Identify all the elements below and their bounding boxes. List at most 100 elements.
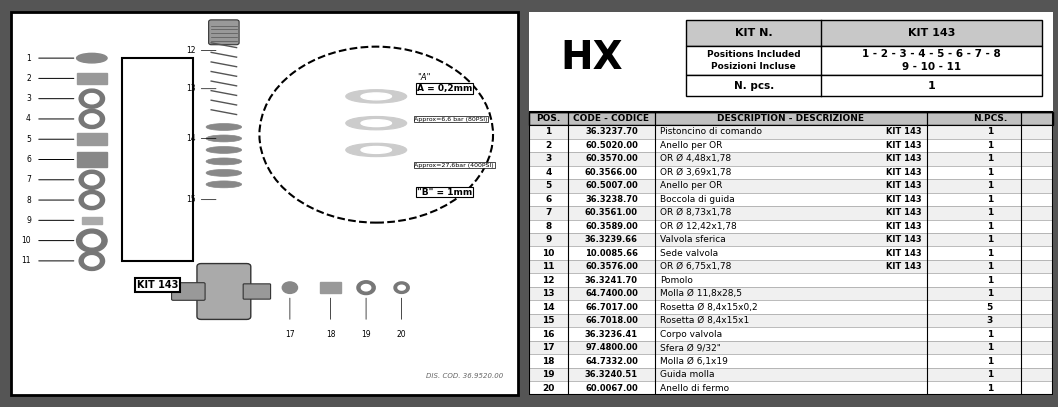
Text: 60.3561.00: 60.3561.00: [585, 208, 638, 217]
Bar: [687, 75, 1042, 96]
Text: 17: 17: [285, 330, 295, 339]
FancyBboxPatch shape: [123, 58, 194, 261]
Text: 1: 1: [987, 330, 993, 339]
Text: Anello per OR: Anello per OR: [660, 182, 723, 190]
Text: 1: 1: [987, 168, 993, 177]
Bar: [529, 341, 1053, 354]
Bar: [687, 46, 1042, 75]
Text: OR Ø 6,75x1,78: OR Ø 6,75x1,78: [660, 262, 731, 271]
Text: KIT 143: KIT 143: [887, 208, 922, 217]
Bar: [529, 300, 1053, 314]
Text: 14: 14: [186, 134, 196, 143]
Text: Valvola sferica: Valvola sferica: [660, 235, 726, 244]
Ellipse shape: [206, 169, 241, 176]
Text: 11: 11: [21, 256, 31, 265]
Text: 13: 13: [543, 289, 554, 298]
Text: Rosetta Ø 8,4x15x1: Rosetta Ø 8,4x15x1: [660, 316, 749, 325]
Text: KIT 143: KIT 143: [887, 154, 922, 163]
Text: 5: 5: [26, 135, 31, 144]
Text: Anello per OR: Anello per OR: [660, 141, 723, 150]
Bar: [529, 354, 1053, 368]
Text: 60.0067.00: 60.0067.00: [585, 383, 638, 392]
Ellipse shape: [361, 120, 391, 127]
Text: Pistoncino di comando: Pistoncino di comando: [660, 127, 762, 136]
Bar: [687, 20, 1042, 46]
Text: 6: 6: [546, 195, 552, 204]
Text: 1: 1: [987, 343, 993, 352]
Text: 1: 1: [987, 289, 993, 298]
Ellipse shape: [206, 147, 241, 153]
Text: 10: 10: [21, 236, 31, 245]
Bar: [529, 287, 1053, 300]
Bar: [529, 381, 1053, 395]
Text: 5: 5: [546, 182, 552, 190]
Text: 7: 7: [26, 175, 31, 184]
Text: 11: 11: [543, 262, 554, 271]
Bar: [529, 166, 1053, 179]
Bar: [529, 219, 1053, 233]
Text: HX: HX: [561, 39, 623, 77]
Bar: [529, 314, 1053, 327]
Text: KIT 143: KIT 143: [887, 195, 922, 204]
Text: 9: 9: [546, 235, 552, 244]
Text: Pomolo: Pomolo: [660, 276, 693, 285]
Bar: [81, 217, 102, 224]
Text: OR Ø 8,73x1,78: OR Ø 8,73x1,78: [660, 208, 731, 217]
Text: 1: 1: [987, 141, 993, 150]
Text: 2: 2: [546, 141, 552, 150]
Ellipse shape: [361, 147, 391, 153]
Bar: [529, 152, 1053, 166]
Text: 18: 18: [326, 330, 335, 339]
Text: 12: 12: [186, 46, 196, 55]
Bar: [529, 247, 1053, 260]
Text: KIT N.: KIT N.: [735, 28, 772, 38]
Text: Positions Included
Posizioni Incluse: Positions Included Posizioni Incluse: [707, 50, 801, 71]
Text: KIT 143: KIT 143: [887, 182, 922, 190]
Text: 36.3237.70: 36.3237.70: [585, 127, 638, 136]
Text: 12: 12: [543, 276, 554, 285]
Text: 3: 3: [26, 94, 31, 103]
Text: 1: 1: [987, 182, 993, 190]
Text: CODE - CODICE: CODE - CODICE: [573, 114, 650, 123]
Text: 1: 1: [928, 81, 935, 91]
Text: KIT 143: KIT 143: [887, 235, 922, 244]
Text: 36.3241.70: 36.3241.70: [585, 276, 638, 285]
Text: 1: 1: [987, 208, 993, 217]
Text: 1: 1: [987, 222, 993, 231]
Ellipse shape: [206, 124, 241, 130]
Text: Guida molla: Guida molla: [660, 370, 714, 379]
Text: 20: 20: [397, 330, 406, 339]
Text: KIT 143: KIT 143: [887, 222, 922, 231]
Text: 36.3236.41: 36.3236.41: [585, 330, 638, 339]
Bar: [76, 73, 107, 84]
Bar: [529, 260, 1053, 274]
Bar: [529, 139, 1053, 152]
Text: 1: 1: [546, 127, 552, 136]
Text: KIT 143: KIT 143: [138, 280, 179, 290]
Text: 3: 3: [546, 154, 552, 163]
Bar: [529, 125, 1053, 139]
Text: 9: 9: [26, 216, 31, 225]
Text: KIT 143: KIT 143: [887, 127, 922, 136]
Text: "B" = 1mm: "B" = 1mm: [417, 188, 472, 197]
Text: KIT 143: KIT 143: [887, 249, 922, 258]
FancyBboxPatch shape: [171, 283, 205, 300]
Text: KIT 143: KIT 143: [887, 168, 922, 177]
Text: 1: 1: [987, 383, 993, 392]
Circle shape: [282, 282, 297, 293]
Text: 4: 4: [26, 114, 31, 123]
Text: 20: 20: [543, 383, 554, 392]
Text: 60.3589.00: 60.3589.00: [585, 222, 638, 231]
Text: 1: 1: [987, 370, 993, 379]
Text: KIT 143: KIT 143: [887, 141, 922, 150]
Bar: [76, 152, 107, 167]
Ellipse shape: [76, 53, 107, 63]
Bar: [529, 327, 1053, 341]
Text: 36.3239.66: 36.3239.66: [585, 235, 638, 244]
Text: Boccola di guida: Boccola di guida: [660, 195, 734, 204]
Text: 2: 2: [26, 74, 31, 83]
Text: 1: 1: [987, 249, 993, 258]
Text: 60.5007.00: 60.5007.00: [585, 182, 638, 190]
Ellipse shape: [206, 181, 241, 188]
Bar: [76, 133, 107, 145]
